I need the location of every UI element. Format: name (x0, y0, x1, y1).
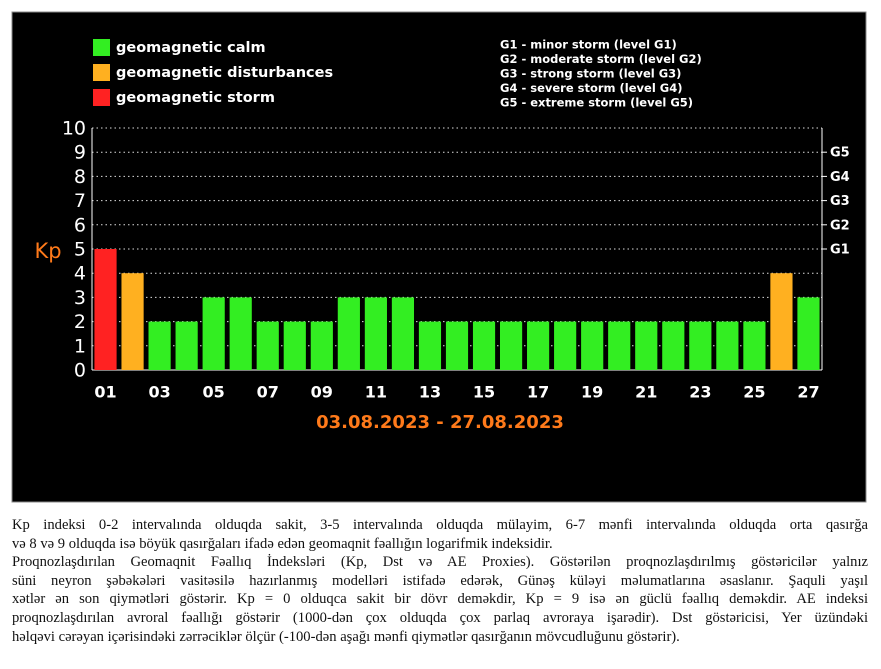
bar (337, 297, 360, 370)
date-range: 03.08.2023 - 27.08.2023 (316, 412, 564, 433)
y2-tick-label: G3 (830, 194, 850, 209)
x-tick-label: 13 (419, 383, 441, 402)
bar (608, 321, 631, 370)
x-tick-label: 03 (148, 383, 170, 402)
bar (797, 297, 820, 370)
bar (689, 321, 712, 370)
bar (499, 321, 523, 370)
bar (94, 249, 117, 370)
bar (527, 321, 550, 370)
bar (662, 321, 685, 370)
y-tick-label: 4 (74, 263, 86, 285)
y-tick-label: 9 (74, 142, 86, 164)
description-line: həlqəvi cərəyan içərisindəki zərrəciklər… (12, 628, 680, 645)
x-tick-label: 17 (527, 383, 549, 402)
bar (148, 321, 171, 370)
bar (445, 321, 469, 370)
bar (364, 297, 387, 370)
x-tick-label: 01 (94, 383, 116, 402)
bar (229, 297, 252, 370)
storm-level: G3 - strong storm (level G3) (500, 67, 681, 81)
bar (770, 273, 793, 370)
legend-label: geomagnetic calm (116, 40, 266, 56)
x-tick-label: 09 (311, 383, 333, 402)
description-line: xətlər ən son qiymətləri göstərir. Kp = … (12, 591, 868, 608)
bar (635, 321, 658, 370)
x-tick-label: 19 (581, 383, 603, 402)
x-tick-label: 05 (203, 383, 225, 402)
bar (472, 321, 496, 370)
description-line: Kp indeksi 0-2 intervalında olduqda saki… (12, 517, 868, 533)
bar (256, 321, 279, 370)
chart: Kp 03.08.2023 - 27.08.2023 012345678910G… (11, 11, 867, 503)
y-tick-label: 5 (74, 239, 86, 261)
x-tick-label: 25 (743, 383, 765, 402)
storm-level: G1 - minor storm (level G1) (500, 38, 677, 52)
bar (310, 321, 333, 370)
y2-tick-label: G2 (830, 218, 850, 233)
bar (121, 273, 144, 370)
storm-level: G4 - severe storm (level G4) (500, 81, 682, 95)
storm-level: G5 - extreme storm (level G5) (500, 96, 693, 110)
description: Kp indeksi 0-2 intervalında olduqda saki… (12, 516, 868, 646)
x-tick-label: 27 (797, 383, 819, 402)
bar (283, 321, 306, 370)
x-tick-label: 23 (689, 383, 711, 402)
bar (175, 321, 198, 370)
y-tick-label: 2 (74, 311, 86, 333)
x-tick-label: 07 (257, 383, 279, 402)
bar (202, 297, 225, 370)
bar (554, 321, 577, 370)
y-tick-label: 6 (74, 214, 86, 236)
legend-label: geomagnetic disturbances (116, 65, 333, 81)
y-tick-label: 7 (74, 190, 86, 212)
description-line: proqnozlaşdırılan avroral fəallığı göstə… (12, 609, 868, 626)
y-tick-label: 1 (74, 335, 86, 357)
y-tick-label: 3 (74, 287, 86, 309)
y2-tick-label: G4 (830, 170, 850, 185)
bar (743, 321, 766, 370)
x-tick-label: 15 (473, 383, 495, 402)
description-line: və 8 və 9 olduqda isə böyük qasırğaları … (12, 535, 553, 552)
bar (391, 297, 415, 370)
legend-swatch (93, 64, 110, 81)
legend-swatch (93, 89, 110, 106)
y-tick-label: 0 (74, 360, 86, 382)
description-line: süni neyron şəbəkələri vasitəsilə hazırl… (12, 572, 868, 589)
description-line: Proqnozlaşdırılan Geomaqnit Fəallıq İnde… (12, 554, 868, 571)
bar (581, 321, 604, 370)
bar (418, 321, 442, 370)
bar (716, 321, 739, 370)
y2-tick-label: G5 (830, 146, 850, 161)
storm-level: G2 - moderate storm (level G2) (500, 52, 702, 66)
y-tick-label: 8 (74, 166, 86, 188)
y-axis-label: Kp (34, 239, 61, 263)
chart-background (11, 11, 867, 503)
y-tick-label: 10 (62, 118, 86, 140)
x-tick-label: 21 (635, 383, 657, 402)
legend-label: geomagnetic storm (116, 90, 275, 106)
legend-swatch (93, 39, 110, 56)
x-tick-label: 11 (365, 383, 387, 402)
y2-tick-label: G1 (830, 243, 850, 258)
